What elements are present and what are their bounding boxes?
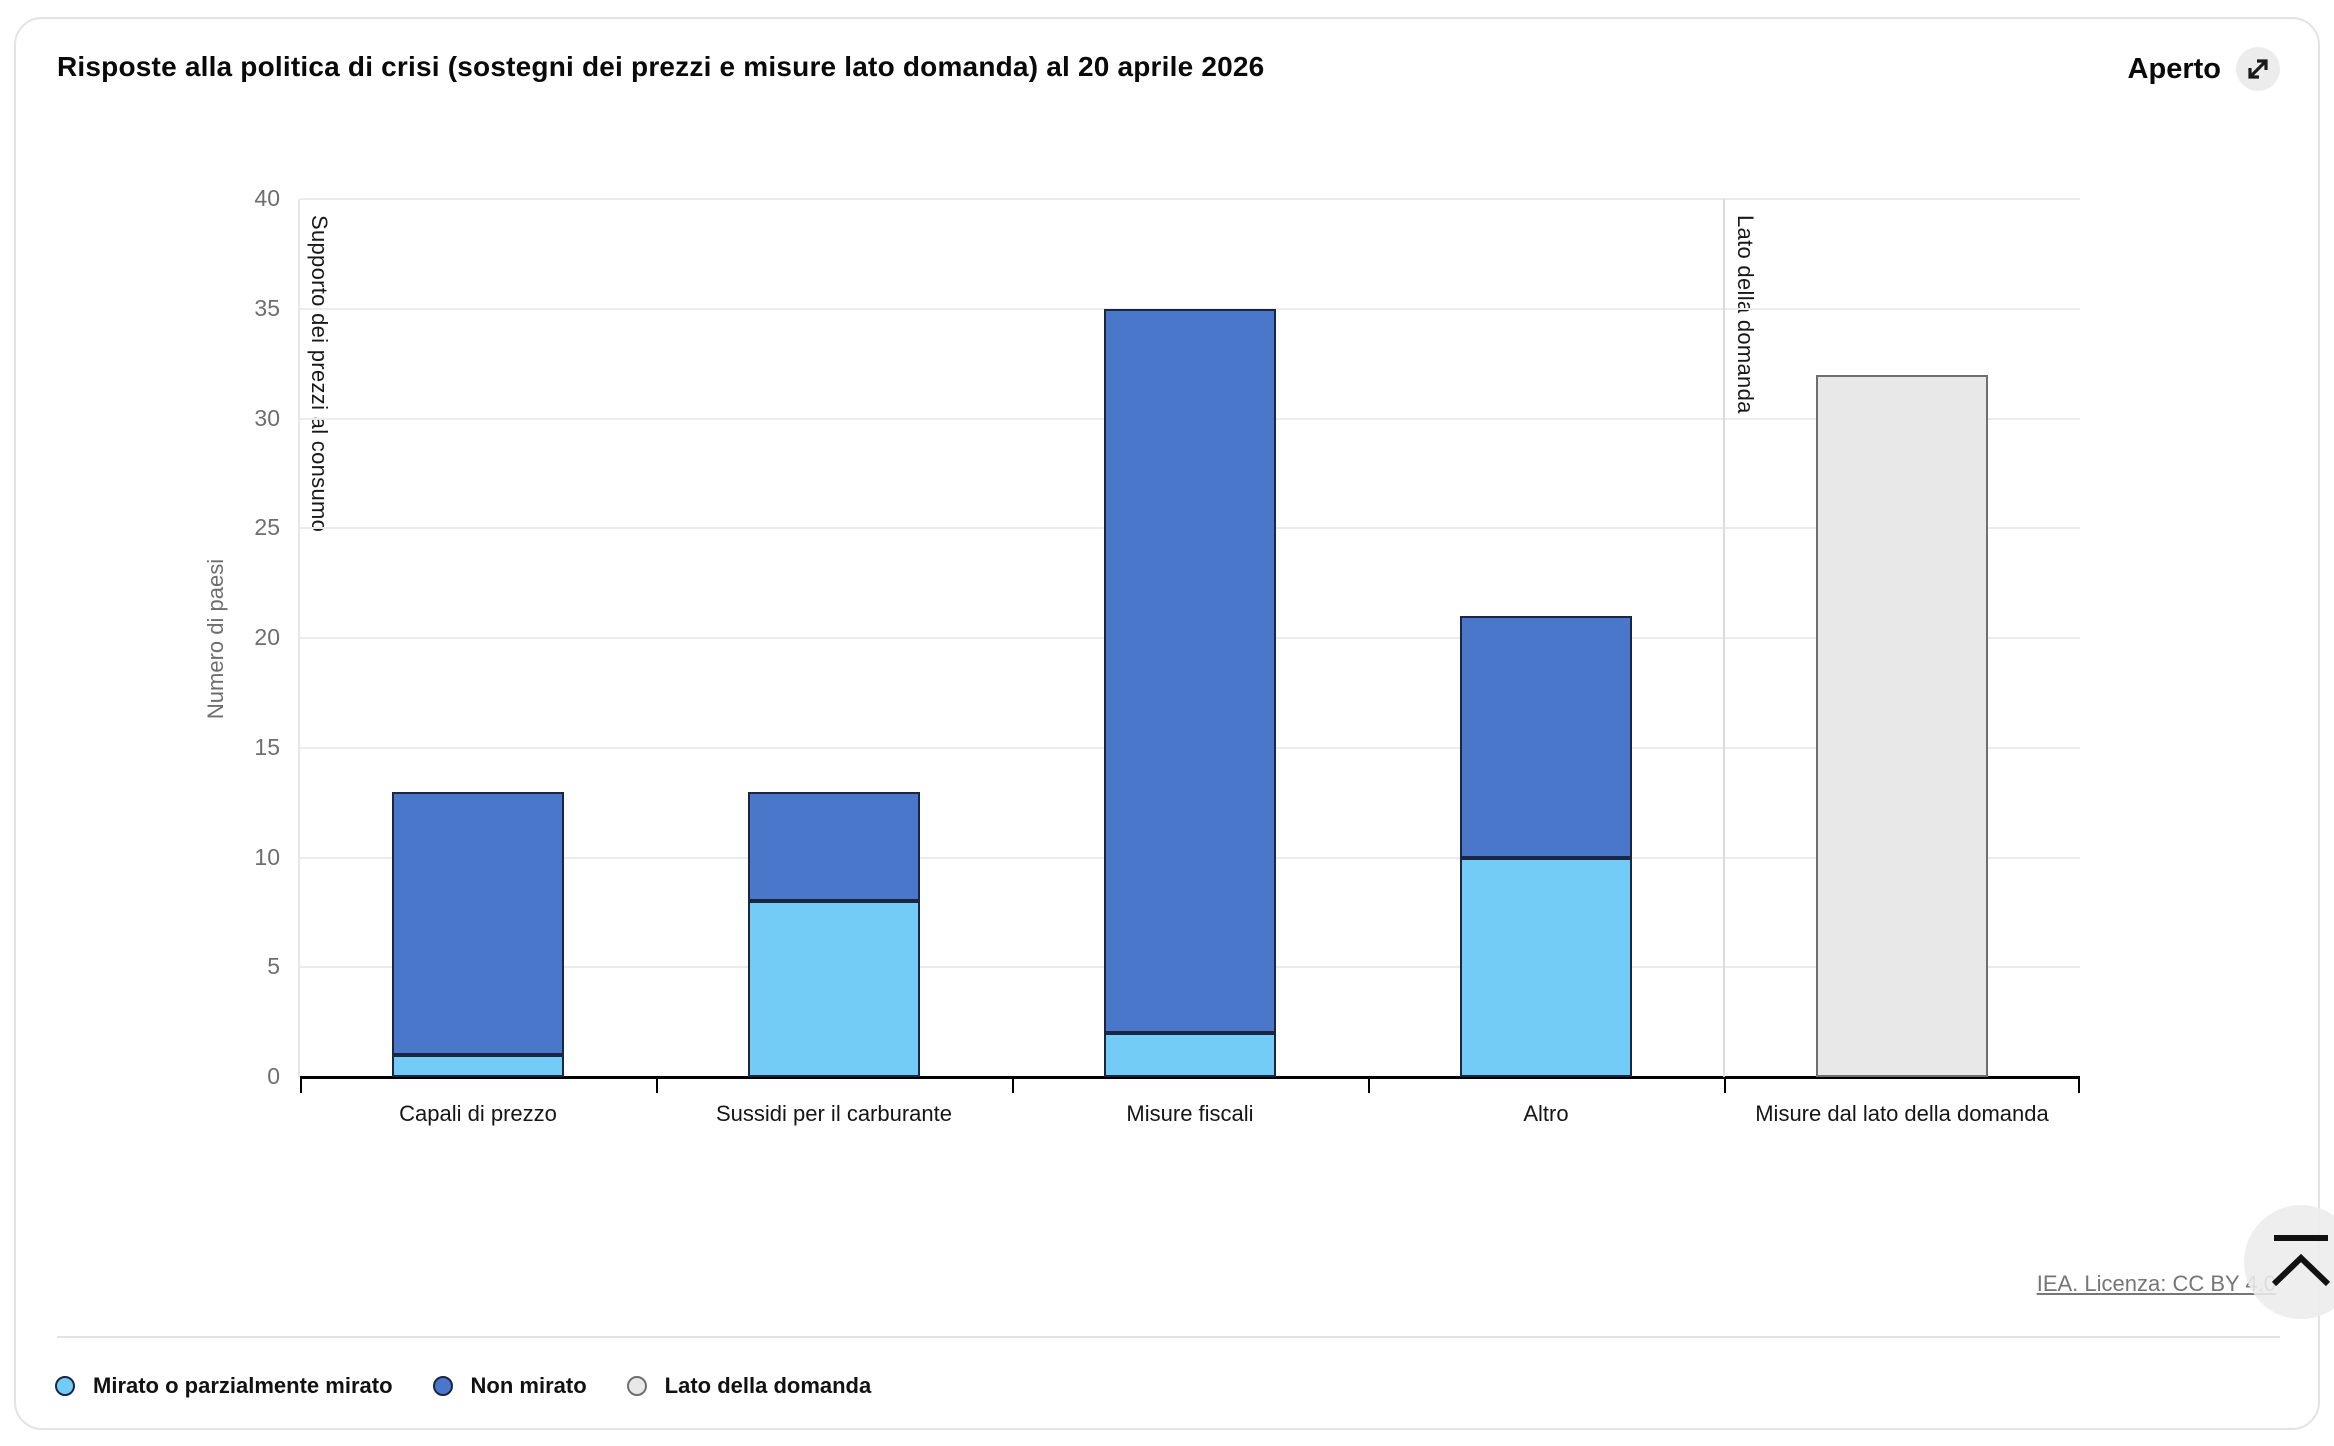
x-axis-tick [1368, 1078, 1370, 1093]
x-axis-label: Capali di prezzo [399, 1101, 557, 1126]
x-axis-tick [1724, 1078, 1726, 1093]
open-button[interactable]: Aperto [2128, 47, 2280, 91]
divider [57, 1336, 2280, 1338]
legend-item-targeted[interactable]: Mirato o parzialmente mirato [55, 1373, 393, 1399]
annotation-price-support: Supporto dei prezzi al consumo [307, 215, 332, 533]
scroll-to-top-button[interactable] [2244, 1205, 2334, 1319]
legend-item-demand-side[interactable]: Lato della domanda [626, 1373, 872, 1399]
y-tick-label: 35 [254, 294, 280, 321]
expand-diagonal-icon [2236, 47, 2280, 91]
annotation-demand-side: Lato della domanda [1733, 215, 1758, 414]
license-link[interactable]: IEA. Licenza: CC BY 4.0 [2036, 1271, 2276, 1296]
y-tick-label: 30 [254, 404, 280, 431]
x-axis-label: Misure dal lato della domanda [1755, 1101, 2049, 1126]
bar-segment[interactable] [748, 901, 920, 1077]
legend-swatch-demand-side-icon [626, 1376, 647, 1396]
y-tick-label: 15 [254, 733, 280, 760]
y-tick-label: 5 [267, 953, 280, 980]
section-divider-line [1723, 199, 1725, 1077]
legend-label: Mirato o parzialmente mirato [93, 1373, 393, 1398]
open-button-label: Aperto [2127, 52, 2221, 85]
x-axis-tick [2078, 1078, 2080, 1093]
bar-segment[interactable] [1104, 308, 1276, 1034]
scroll-to-top-icon [2271, 1235, 2331, 1287]
y-tick-label: 25 [254, 514, 280, 541]
x-axis-label: Misure fiscali [1126, 1101, 1254, 1126]
gridline [300, 198, 2080, 200]
x-axis-tick [656, 1078, 658, 1093]
bar-segment[interactable] [1460, 857, 1632, 1077]
y-tick-label: 0 [267, 1063, 280, 1089]
y-tick-label: 20 [254, 624, 280, 650]
y-tick-label: 10 [254, 843, 280, 870]
bar-segment[interactable] [392, 791, 564, 1056]
chart-title: Risposte alla politica di crisi (sostegn… [57, 51, 1265, 82]
legend-label: Lato della domanda [664, 1373, 872, 1398]
bar-segment[interactable] [1104, 1033, 1276, 1077]
legend: Mirato o parzialmente mirato Non mirato … [55, 1363, 871, 1409]
bar-segment[interactable] [1816, 374, 1988, 1077]
x-axis-label: Altro [1523, 1101, 1569, 1126]
x-axis-tick [300, 1078, 302, 1093]
x-axis-tick [1012, 1078, 1014, 1093]
legend-label: Non mirato [470, 1373, 587, 1398]
chart-card: Risposte alla politica di crisi (sostegn… [14, 17, 2320, 1430]
legend-swatch-targeted-icon [55, 1376, 75, 1396]
plot-area: Supporto dei prezzi al consumo Lato dell… [298, 198, 2080, 1126]
gridline [300, 307, 2080, 310]
plot-left-border [298, 199, 300, 1077]
legend-swatch-untargeted-icon [432, 1376, 453, 1396]
bar-segment[interactable] [1460, 616, 1632, 858]
bar-segment[interactable] [748, 791, 920, 902]
y-tick-label: 40 [254, 185, 280, 211]
x-axis-line [300, 1076, 2080, 1079]
bar-segment[interactable] [392, 1055, 564, 1077]
x-axis-label: Sussidi per il carburante [715, 1101, 952, 1126]
legend-item-untargeted[interactable]: Non mirato [432, 1373, 587, 1399]
